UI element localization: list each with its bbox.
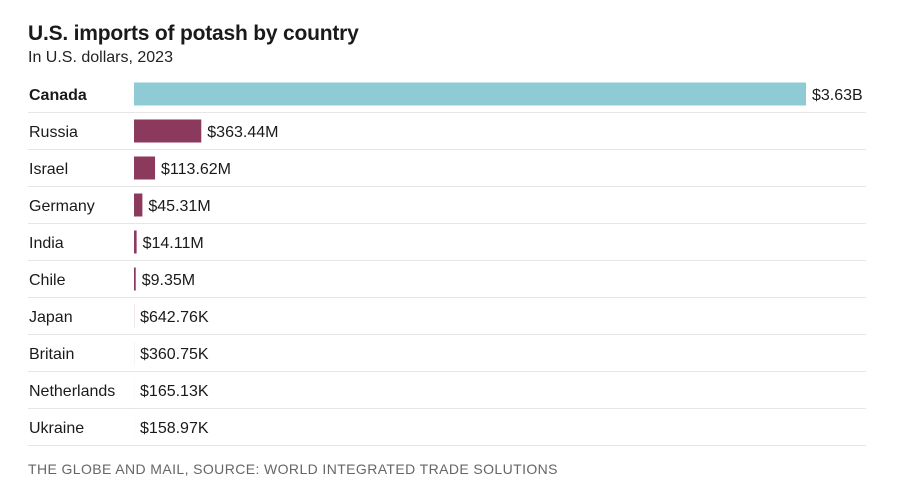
value-label: $158.97K	[140, 420, 209, 437]
bar	[134, 193, 143, 217]
category-label: Russia	[29, 124, 78, 141]
value-label: $3.63B	[812, 87, 863, 104]
chart-subtitle: In U.S. dollars, 2023	[28, 49, 173, 66]
value-label: $165.13K	[140, 383, 209, 400]
category-label: Germany	[29, 198, 95, 215]
value-label: $14.11M	[143, 235, 204, 252]
category-label: Ukraine	[29, 420, 84, 437]
bar	[134, 267, 136, 291]
value-label: $642.76K	[140, 309, 209, 326]
bar	[134, 156, 156, 180]
category-label: Chile	[29, 272, 66, 289]
value-label: $363.44M	[207, 124, 278, 141]
value-label: $113.62M	[161, 161, 231, 178]
value-label: $45.31M	[148, 198, 210, 215]
bar	[134, 82, 806, 106]
category-label: Britain	[29, 346, 74, 363]
category-label: Canada	[29, 87, 87, 104]
value-label: $360.75K	[140, 346, 209, 363]
category-label: Japan	[29, 309, 73, 326]
category-label: Netherlands	[29, 383, 115, 400]
chart-title: U.S. imports of potash by country	[28, 22, 359, 45]
bar	[134, 119, 202, 143]
source-note: THE GLOBE AND MAIL, SOURCE: WORLD INTEGR…	[28, 461, 558, 477]
bar	[134, 230, 137, 254]
category-label: India	[29, 235, 64, 252]
value-label: $9.35M	[142, 272, 195, 289]
category-label: Israel	[29, 161, 68, 178]
